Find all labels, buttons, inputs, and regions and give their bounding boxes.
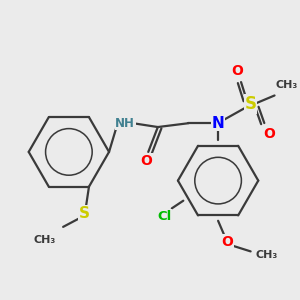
Text: N: N bbox=[212, 116, 224, 131]
Text: S: S bbox=[79, 206, 90, 221]
Text: O: O bbox=[231, 64, 243, 78]
Text: O: O bbox=[140, 154, 152, 167]
Text: CH₃: CH₃ bbox=[276, 81, 299, 91]
Text: CH₃: CH₃ bbox=[255, 250, 278, 260]
Text: O: O bbox=[263, 127, 275, 141]
Text: O: O bbox=[222, 235, 234, 249]
Text: CH₃: CH₃ bbox=[33, 235, 56, 244]
Text: Cl: Cl bbox=[157, 209, 171, 223]
Text: CH₃: CH₃ bbox=[275, 80, 298, 90]
Text: NH: NH bbox=[116, 117, 135, 130]
Text: S: S bbox=[244, 95, 256, 113]
